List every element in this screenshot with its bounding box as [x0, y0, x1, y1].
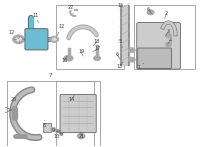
- Circle shape: [50, 127, 56, 132]
- Text: 5: 5: [118, 39, 123, 47]
- Text: 6: 6: [147, 7, 152, 14]
- Text: 8: 8: [43, 120, 46, 128]
- Text: 10: 10: [53, 130, 59, 139]
- FancyBboxPatch shape: [138, 48, 172, 68]
- Text: 2: 2: [165, 11, 168, 18]
- Text: 19: 19: [78, 49, 84, 56]
- Text: 9: 9: [51, 125, 55, 133]
- Circle shape: [13, 35, 25, 44]
- Circle shape: [64, 56, 71, 61]
- Circle shape: [50, 36, 59, 42]
- Text: 11: 11: [32, 13, 39, 22]
- Text: 4: 4: [168, 37, 172, 44]
- Bar: [134, 5, 195, 69]
- Text: 15: 15: [118, 2, 124, 11]
- Text: 13: 13: [117, 62, 123, 69]
- Text: 3: 3: [166, 29, 170, 36]
- Circle shape: [93, 56, 101, 61]
- Text: 1: 1: [137, 63, 144, 70]
- Text: 14: 14: [68, 95, 74, 102]
- FancyBboxPatch shape: [25, 29, 48, 50]
- FancyBboxPatch shape: [137, 22, 180, 69]
- Text: 7: 7: [49, 73, 52, 78]
- Text: 6: 6: [115, 52, 120, 59]
- Circle shape: [165, 33, 172, 38]
- Circle shape: [128, 57, 135, 62]
- FancyBboxPatch shape: [43, 123, 51, 132]
- Text: 22: 22: [68, 5, 74, 14]
- Circle shape: [147, 10, 154, 15]
- Text: 12: 12: [57, 24, 64, 36]
- Circle shape: [52, 38, 56, 41]
- Circle shape: [128, 48, 135, 53]
- Bar: [7, 81, 94, 146]
- Text: 16: 16: [61, 56, 67, 63]
- Text: 20: 20: [10, 97, 20, 104]
- Bar: [56, 81, 100, 146]
- Text: 12: 12: [8, 30, 19, 39]
- FancyBboxPatch shape: [60, 95, 96, 133]
- Text: 21: 21: [79, 132, 85, 139]
- Bar: [56, 5, 124, 69]
- Text: 18: 18: [93, 39, 100, 46]
- Circle shape: [65, 55, 73, 61]
- Circle shape: [77, 133, 85, 139]
- Circle shape: [16, 37, 22, 41]
- Text: 17: 17: [93, 46, 101, 52]
- Circle shape: [165, 42, 172, 47]
